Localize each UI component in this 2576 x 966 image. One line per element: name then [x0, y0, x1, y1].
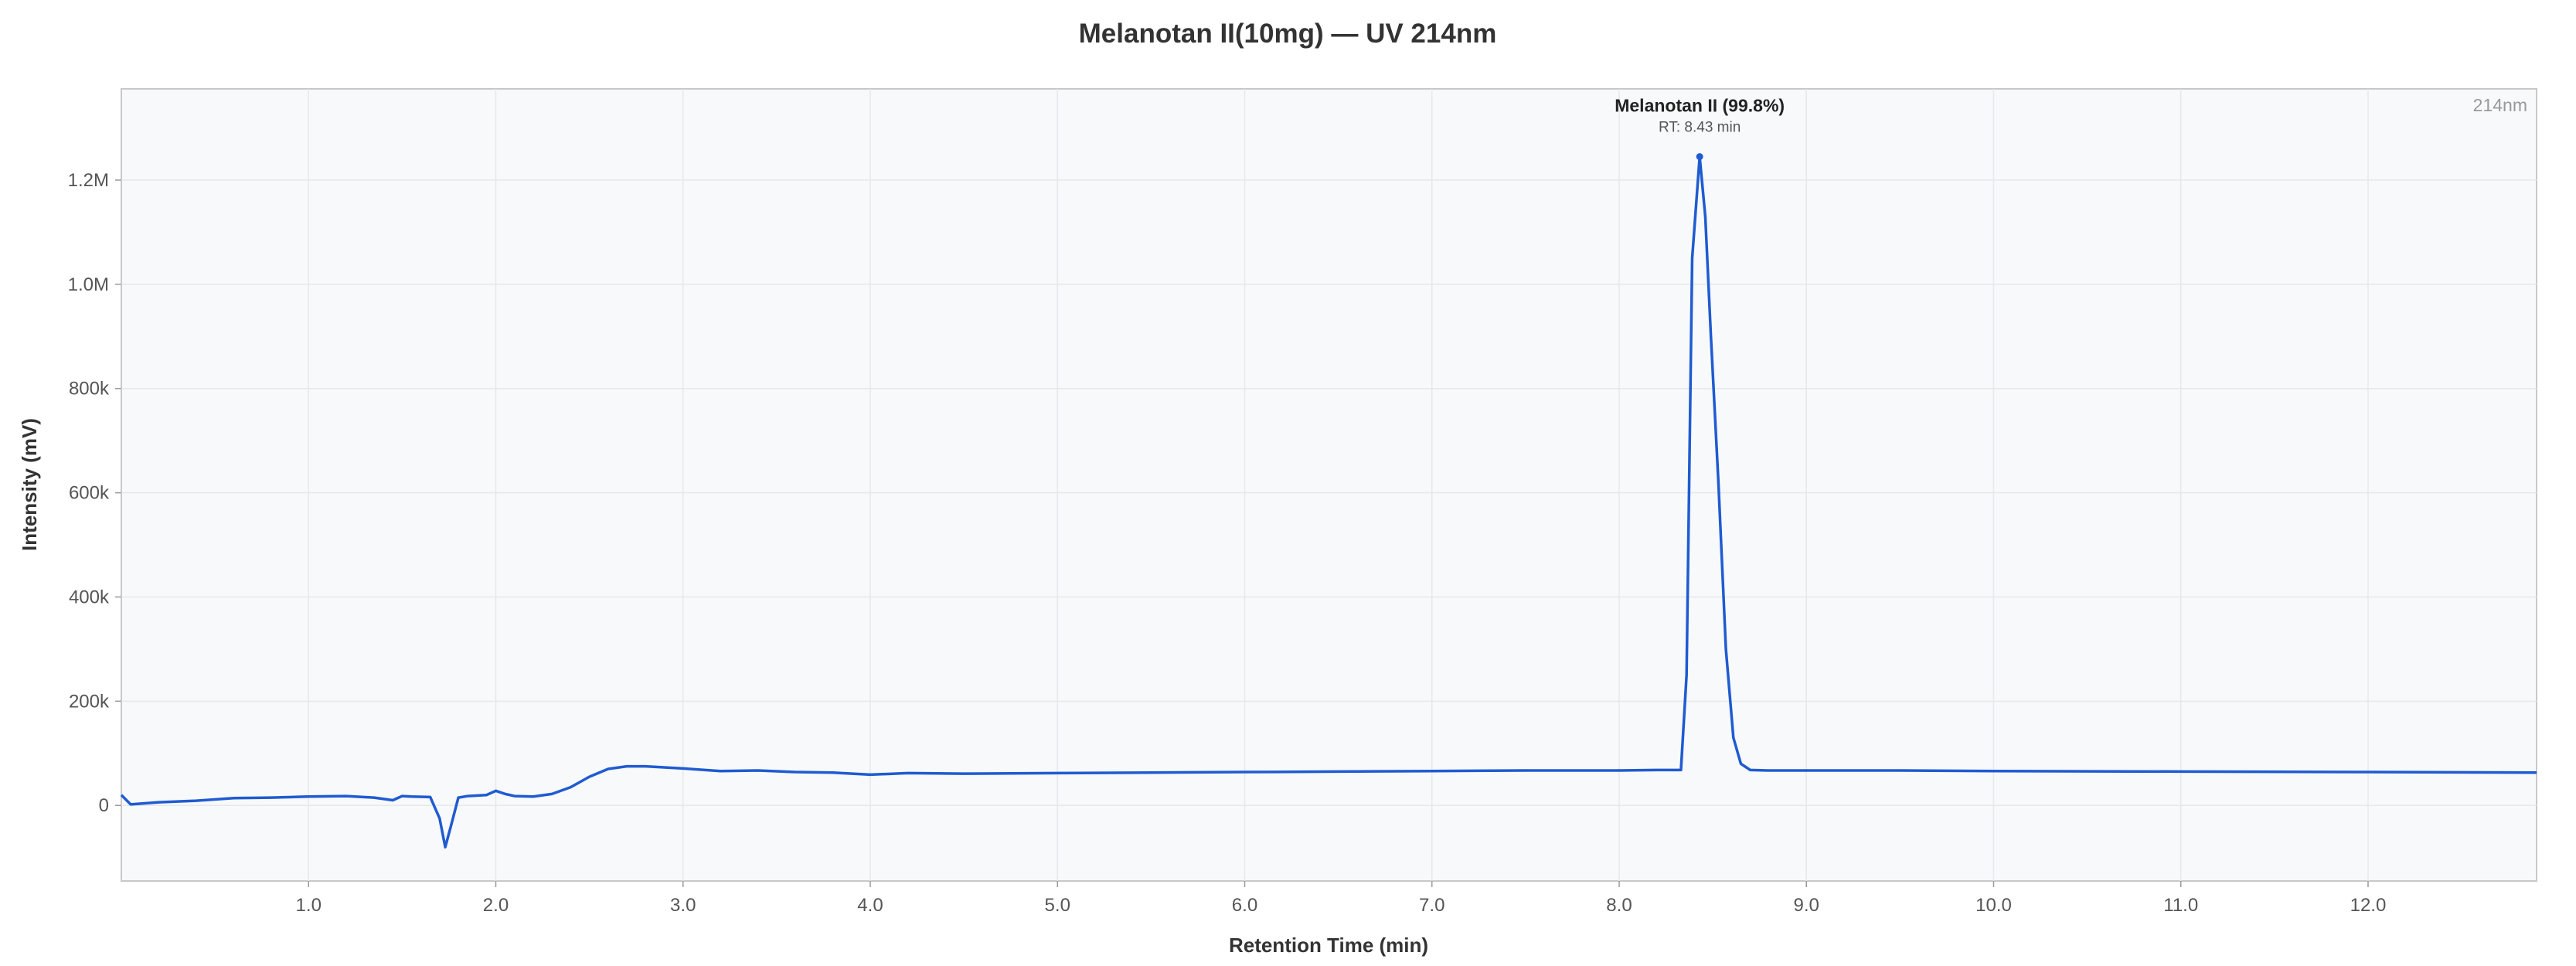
x-tick-label: 11.0 [2163, 895, 2198, 916]
y-axis-ticks: 0 200k 400k 600k 800k 1.0M 1.2M [68, 170, 121, 816]
y-axis-title: Intensity (mV) [18, 418, 41, 551]
y-tick-label: 600k [69, 483, 110, 504]
chromatogram-trace [120, 155, 2537, 849]
x-axis-ticks: 1.0 2.0 3.0 4.0 5.0 6.0 7.0 8.0 9.0 10.0 11.0 12.0 [296, 881, 2387, 916]
plot-area [121, 88, 2537, 882]
peak-label: Melanotan II (99.8%) [1615, 96, 1785, 116]
x-tick-label: 4.0 [857, 895, 883, 916]
x-tick-label: 10.0 [1975, 895, 2012, 916]
y-tick-label: 200k [69, 691, 110, 712]
x-tick-label: 8.0 [1606, 895, 1632, 916]
y-tick-label: 400k [69, 587, 110, 607]
y-tick-label: 800k [69, 379, 110, 400]
chart-title: Melanotan II(10mg) — UV 214nm [1079, 19, 1497, 49]
x-tick-label: 5.0 [1045, 895, 1070, 916]
y-tick-label: 0 [99, 795, 109, 816]
x-tick-label: 6.0 [1232, 895, 1257, 916]
peak-marker [1696, 153, 1703, 161]
peak-retention-time-label: RT: 8.43 min [1659, 120, 1741, 136]
x-tick-label: 1.0 [296, 895, 322, 916]
grid-lines [121, 89, 2537, 881]
x-tick-label: 3.0 [670, 895, 696, 916]
x-tick-label: 2.0 [483, 895, 509, 916]
x-tick-label: 7.0 [1419, 895, 1445, 916]
x-tick-label: 12.0 [2350, 895, 2387, 916]
wavelength-corner-label: 214nm [2473, 95, 2527, 115]
y-tick-label: 1.2M [68, 170, 109, 191]
y-tick-label: 1.0M [68, 274, 109, 295]
x-tick-label: 9.0 [1794, 895, 1819, 916]
x-axis-title: Retention Time (min) [1229, 934, 1428, 957]
